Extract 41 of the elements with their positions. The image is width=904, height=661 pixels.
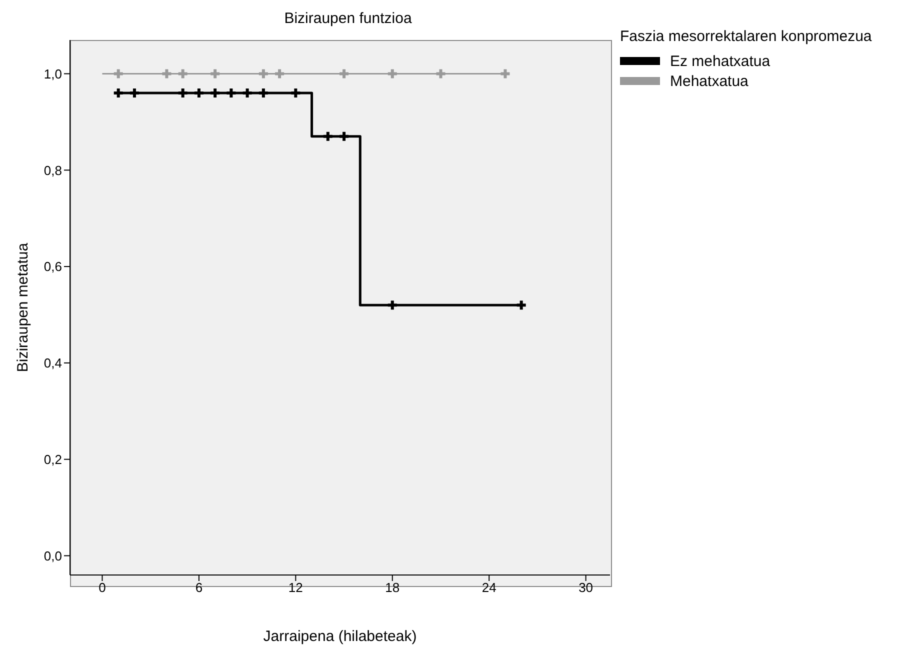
x-tick-label: 24	[482, 580, 496, 596]
point	[178, 69, 188, 78]
legend-title: Faszia mesorrektalaren konpromezua	[620, 28, 872, 45]
y-axis-title: Biziraupen metatua	[14, 242, 32, 372]
legend-label: Ez mehatxatua	[670, 52, 770, 70]
point	[388, 300, 397, 310]
point	[340, 132, 349, 141]
point	[258, 69, 268, 78]
point	[114, 69, 123, 78]
y-tick-label: 0,6	[44, 259, 62, 274]
point	[194, 88, 204, 98]
y-tick-label: 0,0	[44, 548, 62, 564]
y-tick-label: 0,8	[44, 162, 62, 178]
point	[258, 88, 268, 98]
point	[340, 69, 349, 78]
x-tick-label: 12	[288, 580, 303, 596]
point	[226, 88, 236, 98]
y-tick-label: 1,0	[44, 66, 62, 82]
point	[210, 88, 220, 98]
y-tick-label: 0,4	[44, 356, 62, 371]
point	[275, 69, 284, 78]
point	[323, 132, 332, 141]
legend-label: Mehatxatua	[670, 72, 748, 90]
point	[500, 69, 510, 78]
point	[210, 69, 220, 78]
x-tick-label: 6	[195, 580, 203, 596]
point	[114, 88, 123, 98]
point	[291, 88, 300, 98]
x-tick-label: 18	[385, 580, 400, 596]
point	[162, 69, 172, 78]
point	[242, 88, 252, 98]
point	[436, 69, 446, 78]
chart-title: Biziraupen funtzioa	[283, 10, 413, 27]
x-tick-label: 0	[98, 580, 106, 596]
x-axis-title: Jarraipena (hilabeteak)	[263, 628, 417, 645]
point	[388, 69, 397, 78]
point	[130, 88, 139, 98]
x-tick-label: 30	[578, 580, 594, 596]
point	[516, 300, 526, 310]
y-tick-label: 0,2	[44, 452, 62, 467]
point	[178, 88, 188, 98]
